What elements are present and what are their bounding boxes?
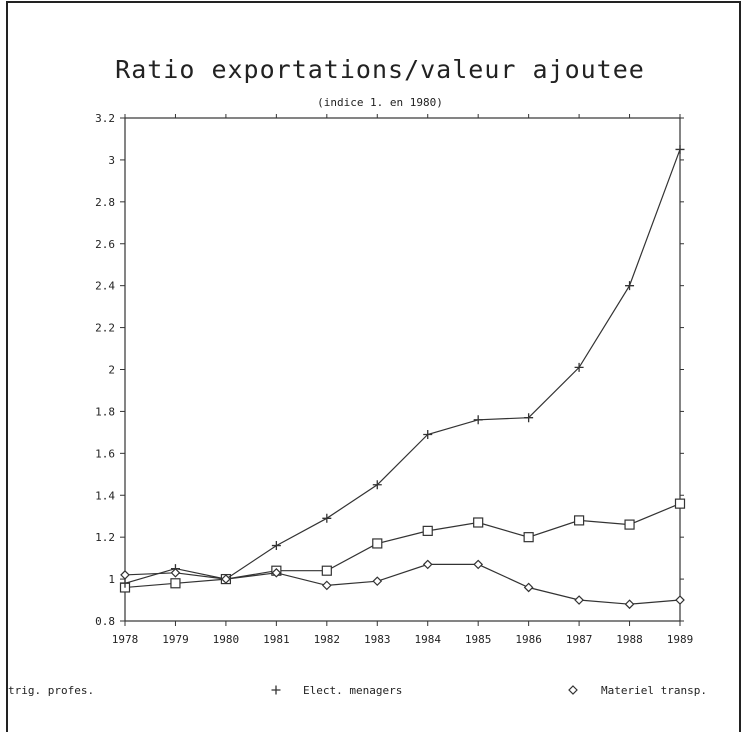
x-tick-label: 1981	[263, 633, 290, 646]
series-layer	[119, 144, 686, 610]
y-tick-label: 1.8	[95, 405, 115, 418]
x-tick-label: 1988	[616, 633, 643, 646]
data-point	[221, 574, 231, 584]
x-tick-label: 1984	[414, 633, 441, 646]
legend-label: Elect. menagers	[303, 684, 402, 697]
data-point	[574, 362, 584, 372]
y-tick-label: 3	[108, 154, 115, 167]
y-tick-label: 1.6	[95, 447, 115, 460]
legend-item: Materiel transp.	[568, 684, 707, 697]
legend-symbol	[568, 685, 578, 695]
legend-item: Elect. menagers	[271, 684, 402, 697]
chart-subtitle: (indice 1. en 1980)	[317, 96, 443, 109]
plot-border	[124, 117, 681, 622]
series-line	[124, 503, 681, 589]
data-point	[524, 413, 534, 423]
legend-label: Materiel transp.	[601, 684, 707, 697]
data-point	[523, 532, 534, 543]
x-tick-label: 1979	[162, 633, 189, 646]
data-point	[625, 281, 635, 291]
x-tick-label: 1985	[465, 633, 492, 646]
x-tick-label: 1989	[667, 633, 694, 646]
data-point	[675, 595, 685, 605]
chart-title: Ratio exportations/valeur ajoutee	[115, 55, 645, 84]
data-point	[422, 525, 433, 536]
chart-frame	[6, 1, 741, 732]
data-point	[624, 599, 635, 610]
data-point	[120, 570, 130, 580]
axes: 0.8 1 1.2 1.4 1.6 1.8 2 2.2 2.4 2.6 2.8 3 3.2 1978 197…	[95, 112, 693, 646]
data-point	[473, 517, 484, 528]
y-tick-label: 1.2	[95, 531, 115, 544]
y-tick-label: 2.8	[95, 196, 115, 209]
data-point	[170, 567, 181, 578]
y-tick-label: 2	[108, 364, 115, 377]
legend-item: trig. profes.	[8, 684, 94, 697]
data-point	[271, 567, 282, 578]
x-tick-label: 1980	[213, 633, 240, 646]
legend-label: trig. profes.	[8, 684, 94, 697]
data-point	[372, 576, 383, 587]
data-point	[120, 578, 130, 588]
data-point	[423, 429, 433, 439]
data-point	[574, 595, 584, 605]
data-point	[321, 580, 332, 591]
series-diamond	[120, 559, 685, 610]
y-tick-label: 2.2	[95, 322, 115, 335]
y-tick-label: 2.4	[95, 280, 115, 293]
data-point	[271, 541, 281, 551]
y-tick-label: 1.4	[95, 489, 115, 502]
data-point	[422, 559, 433, 570]
data-point	[674, 498, 686, 509]
data-point	[372, 538, 383, 549]
data-point	[372, 480, 382, 490]
x-tick-label: 1986	[515, 633, 542, 646]
y-tick-label: 0.8	[95, 615, 115, 628]
data-point	[624, 519, 635, 530]
x-tick-label: 1982	[314, 633, 341, 646]
data-point	[675, 144, 685, 154]
data-point	[523, 582, 534, 593]
legend-symbol	[271, 685, 281, 695]
x-tick-label: 1983	[364, 633, 391, 646]
y-tick-label: 3.2	[95, 112, 115, 125]
data-point	[322, 513, 332, 523]
series-line	[124, 149, 681, 584]
x-tick-label: 1978	[112, 633, 139, 646]
series-square	[119, 498, 686, 593]
series-plus	[120, 144, 685, 588]
data-point	[473, 415, 483, 425]
data-point	[573, 515, 585, 526]
data-point	[473, 559, 484, 570]
x-tick-label: 1987	[566, 633, 593, 646]
y-tick-label: 1	[108, 573, 115, 586]
series-line	[124, 563, 681, 605]
data-point	[321, 565, 332, 576]
data-point	[170, 578, 181, 589]
y-tick-label: 2.6	[95, 238, 115, 251]
legend: trig. profes. Elect. menagers Materiel tra…	[8, 684, 707, 697]
